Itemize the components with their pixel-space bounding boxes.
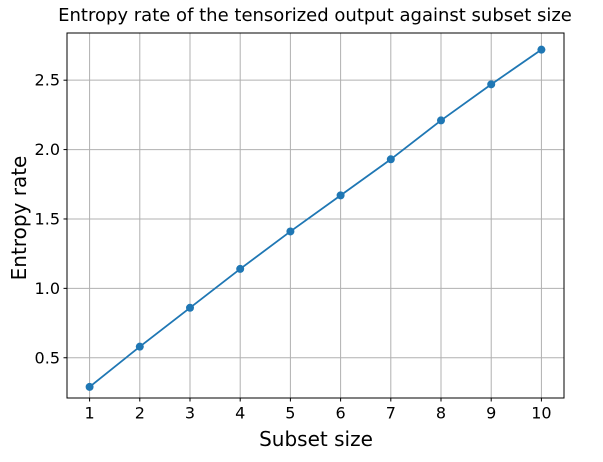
y-tick-label: 0.5 [35,348,60,367]
x-tick-label: 1 [84,404,94,423]
x-tick-label: 9 [486,404,496,423]
data-point [437,116,446,125]
x-tick-label: 6 [336,404,346,423]
plot-spines [66,32,565,399]
data-point [487,80,496,89]
y-axis-label: Entropy rate [7,155,31,281]
x-axis-label: Subset size [259,427,373,451]
x-tick-label: 10 [531,404,551,423]
data-point [185,303,194,312]
y-tick-label: 1.0 [35,279,60,298]
x-tick-label: 7 [386,404,396,423]
data-point [386,155,395,164]
y-tick-label: 2.0 [35,140,60,159]
x-tick-label: 4 [235,404,245,423]
y-tick-label: 2.5 [35,71,60,90]
x-tick-label: 3 [185,404,195,423]
data-point [336,191,345,200]
x-tick-label: 5 [285,404,295,423]
data-point [135,342,144,351]
y-tick-label: 1.5 [35,209,60,228]
chart-title: Entropy rate of the tensorized output ag… [58,5,572,26]
data-point [537,45,546,54]
x-tick-label: 8 [436,404,446,423]
data-point [85,382,94,391]
data-line [89,48,542,388]
data-point [286,227,295,236]
x-tick-label: 2 [135,404,145,423]
data-point [236,264,245,273]
